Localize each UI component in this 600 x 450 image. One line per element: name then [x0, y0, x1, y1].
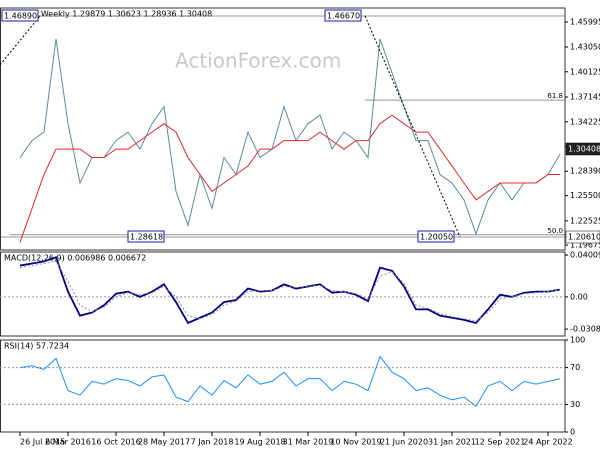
panel-title: MACD(12,26,9) 0.006986 0.006672 [4, 254, 146, 263]
series-line [19, 256, 561, 325]
fib-label: 50.0 [547, 227, 563, 235]
series-line [19, 114, 560, 243]
series-line [19, 355, 561, 407]
y-tick-label: 1.34225 [570, 117, 600, 126]
x-tick-label: 10 Nov 2019 [330, 438, 381, 447]
y-tick-label: 70 [570, 363, 580, 372]
axis-price-label: 1.20610 [568, 233, 600, 242]
series-line [19, 38, 561, 236]
panel-frame [0, 7, 566, 251]
y-tick-label: 1.22525 [570, 216, 600, 225]
trend-line [0, 15, 41, 66]
price-label: 1.20050 [420, 233, 453, 242]
x-tick-label: 16 Oct 2016 [91, 438, 140, 447]
y-tick-label: 1.19675 [570, 241, 600, 250]
watermark: ActionForex.com [175, 49, 341, 73]
y-tick-label: 30 [570, 400, 580, 409]
price-label: 1.28618 [130, 233, 163, 242]
axis-price-box [565, 142, 600, 156]
y-tick-label: 1.43050 [570, 42, 600, 51]
y-tick-label: -0.03086 [570, 325, 600, 334]
y-tick-label: 0.040094 [570, 251, 600, 260]
y-tick-label: 1.28390 [570, 167, 600, 176]
trend-line [364, 15, 461, 238]
y-tick-label: 1.40125 [570, 67, 600, 76]
y-tick-label: 0.00 [570, 292, 588, 301]
y-tick-label: 1.45995 [570, 18, 600, 27]
series-line [19, 260, 561, 322]
y-tick-label: 1.37145 [570, 93, 600, 102]
x-tick-label: 21 Jun 2020 [380, 438, 428, 447]
y-tick-label: 1.25500 [570, 191, 600, 200]
price-box [324, 9, 362, 22]
panel-frame [0, 251, 566, 337]
x-tick-label: 24 Apr 2022 [523, 438, 572, 447]
x-tick-label: 19 Aug 2018 [234, 438, 285, 447]
x-tick-label: 31 Jan 2021 [428, 438, 476, 447]
x-tick-label: 28 May 2017 [138, 438, 190, 447]
x-tick-label: 31 Mar 2019 [283, 438, 334, 447]
price-label: 1.46670 [327, 12, 360, 21]
x-tick-label: 7 Jan 2018 [191, 438, 234, 447]
price-box [127, 230, 165, 243]
price-label: 1.46890 [4, 12, 37, 21]
y-tick-label: 100 [570, 336, 585, 345]
panel-title: RSI(14) 57.7234 [4, 342, 69, 351]
axis-price-box [565, 230, 600, 244]
fib-label: 61.8 [547, 92, 563, 100]
x-tick-label: 6 Mar 2016 [45, 438, 91, 447]
x-tick-label: 12 Sep 2021 [475, 438, 526, 447]
axis-price-label: 1.30408 [568, 145, 600, 154]
x-tick-label: 26 Jul 2015 [20, 438, 65, 447]
panel-frame [0, 339, 566, 433]
y-tick-label: 0 [570, 428, 575, 437]
price-box [1, 9, 39, 22]
price-box [417, 230, 455, 243]
panel-title: USDCAD,Weekly 1.29879 1.30623 1.28936 1.… [4, 10, 212, 19]
